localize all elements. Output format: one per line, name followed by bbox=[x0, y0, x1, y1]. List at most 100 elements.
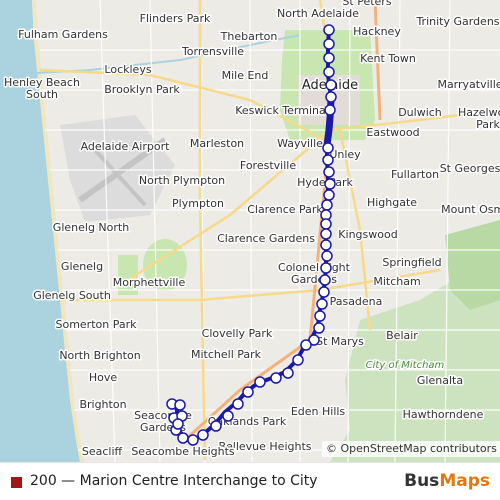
place-label-keswick-terminal: Keswick Terminal bbox=[235, 104, 329, 117]
place-label-glenelg-north: Glenelg North bbox=[53, 221, 129, 234]
bus-stop-marker[interactable] bbox=[322, 142, 334, 154]
bus-stop-marker[interactable] bbox=[210, 420, 222, 432]
place-label-forestville: Forestville bbox=[240, 159, 296, 172]
place-label-lockleys: Lockleys bbox=[104, 63, 151, 76]
place-label-seacombe-heights: Seacombe Heights bbox=[131, 445, 235, 458]
place-label-bellevue-heights: Bellevue Heights bbox=[218, 440, 311, 453]
bus-stop-marker[interactable] bbox=[325, 91, 337, 103]
place-label-pasadena: Pasadena bbox=[330, 295, 383, 308]
bus-stop-marker[interactable] bbox=[313, 322, 325, 334]
place-label-kent-town: Kent Town bbox=[360, 52, 416, 65]
place-label-st-marys: St Marys bbox=[316, 335, 364, 348]
bus-stop-marker[interactable] bbox=[323, 66, 335, 78]
place-label-marleston: Marleston bbox=[190, 137, 244, 150]
golf-course bbox=[118, 255, 138, 295]
airport-runway bbox=[93, 148, 147, 207]
bus-stop-marker[interactable] bbox=[320, 218, 332, 230]
place-label-north-brighton: North Brighton bbox=[59, 349, 140, 362]
bus-stop-marker[interactable] bbox=[197, 429, 209, 441]
bus-stop-marker[interactable] bbox=[323, 189, 335, 201]
bus-stop-marker[interactable] bbox=[325, 79, 337, 91]
place-label-dulwich: Dulwich bbox=[398, 106, 442, 119]
bus-stop-marker[interactable] bbox=[320, 239, 332, 251]
map-attribution: © OpenStreetMap contributors bbox=[322, 441, 500, 457]
place-label-somerton-park: Somerton Park bbox=[55, 318, 137, 331]
place-label-hawthorndene: Hawthorndene bbox=[403, 408, 484, 421]
bus-stop-marker[interactable] bbox=[321, 250, 333, 262]
bus-stop-marker[interactable] bbox=[242, 386, 254, 398]
brand-part-bus: Bus bbox=[404, 471, 440, 491]
place-label-eastwood: Eastwood bbox=[366, 126, 419, 139]
bus-stop-marker[interactable] bbox=[222, 410, 234, 422]
place-label-seacliff: Seacliff bbox=[82, 445, 123, 458]
place-label-st-peters: St Peters bbox=[342, 0, 391, 8]
place-label-kingswood: Kingswood bbox=[338, 228, 397, 241]
place-label-henley-beach-south: Henley Beach South bbox=[4, 76, 80, 101]
place-label-glenalta: Glenalta bbox=[417, 374, 463, 387]
bus-stop-marker[interactable] bbox=[270, 372, 282, 384]
place-label-highgate: Highgate bbox=[367, 196, 417, 209]
place-label-city-of-mitcham: City of Mitcham bbox=[366, 360, 445, 371]
bus-stop-marker[interactable] bbox=[323, 166, 335, 178]
place-label-marryatville: Marryatville bbox=[437, 78, 500, 91]
bus-stop-marker[interactable] bbox=[177, 432, 189, 444]
bus-stop-marker[interactable] bbox=[314, 310, 326, 322]
place-label-glenelg: Glenelg bbox=[61, 260, 103, 273]
bus-stop-marker[interactable] bbox=[320, 262, 332, 274]
place-label-adelaide-airport: Adelaide Airport bbox=[81, 140, 171, 153]
place-label-hackney: Hackney bbox=[353, 25, 401, 38]
place-label-st-georges: St Georges bbox=[440, 162, 500, 175]
bus-stop-marker[interactable] bbox=[232, 398, 244, 410]
place-label-north-adelaide: North Adelaide bbox=[277, 7, 359, 20]
place-label-brighton: Brighton bbox=[79, 398, 126, 411]
bus-stop-marker[interactable] bbox=[323, 52, 335, 64]
bus-stop-marker[interactable] bbox=[320, 228, 332, 240]
place-label-plympton: Plympton bbox=[172, 197, 224, 210]
place-label-mitcham: Mitcham bbox=[373, 275, 420, 288]
place-label-flinders-park: Flinders Park bbox=[140, 12, 211, 25]
place-label-mount-osmond: Mount Osmond bbox=[441, 203, 500, 216]
bus-stop-marker[interactable] bbox=[282, 367, 294, 379]
place-label-glenelg-south: Glenelg South bbox=[33, 289, 111, 302]
legend-footer: 200 — Marion Centre Interchange to City … bbox=[0, 462, 500, 500]
sea-area bbox=[0, 0, 80, 462]
place-label-fulham-gardens: Fulham Gardens bbox=[18, 28, 108, 41]
place-label-north-plympton: North Plympton bbox=[139, 174, 225, 187]
bus-stop-marker[interactable] bbox=[322, 154, 334, 166]
bus-stop-marker[interactable] bbox=[324, 178, 336, 190]
bus-stop-marker[interactable] bbox=[323, 38, 335, 50]
place-label-trinity-gardens: Trinity Gardens bbox=[415, 15, 499, 28]
place-label-thebarton: Thebarton bbox=[220, 30, 278, 43]
route-label: 200 — Marion Centre Interchange to City bbox=[30, 473, 318, 489]
bus-stop-marker[interactable] bbox=[172, 418, 184, 430]
conservation-park bbox=[445, 220, 500, 310]
place-label-fullarton: Fullarton bbox=[391, 168, 439, 181]
bus-stop-marker[interactable] bbox=[318, 286, 330, 298]
bus-stop-marker[interactable] bbox=[174, 399, 186, 411]
place-label-clarence-gardens: Clarence Gardens bbox=[217, 232, 315, 245]
bus-stop-marker[interactable] bbox=[187, 434, 199, 446]
place-label-morphettville: Morphettville bbox=[113, 276, 186, 289]
bus-stop-marker[interactable] bbox=[308, 334, 320, 346]
bus-stop-marker[interactable] bbox=[316, 298, 328, 310]
place-label-mitchell-park: Mitchell Park bbox=[191, 348, 262, 361]
place-label-eden-hills: Eden Hills bbox=[291, 405, 346, 418]
map[interactable]: Flinders Park North Adelaide St Peters Fulh… bbox=[0, 0, 500, 462]
bus-stop-marker[interactable] bbox=[292, 354, 304, 366]
place-label-brooklyn-park: Brooklyn Park bbox=[104, 83, 180, 96]
major-roads bbox=[183, 0, 382, 442]
bus-stop-marker[interactable] bbox=[300, 339, 312, 351]
bus-stop-marker[interactable] bbox=[254, 376, 266, 388]
place-label-unley: Unley bbox=[329, 148, 361, 161]
place-label-belair: Belair bbox=[386, 329, 418, 342]
beach-strip bbox=[32, 0, 84, 462]
place-label-wayville: Wayville bbox=[277, 137, 323, 150]
busmaps-logo[interactable]: BusMaps bbox=[404, 471, 490, 491]
place-label-springfield: Springfield bbox=[382, 256, 441, 269]
place-label-hazelwood-park: HazelwoodPark bbox=[458, 106, 500, 131]
bus-stop-marker[interactable] bbox=[319, 274, 331, 286]
bus-stop-marker[interactable] bbox=[323, 24, 335, 36]
bus-stop-marker[interactable] bbox=[321, 199, 333, 211]
bus-stop-marker[interactable] bbox=[324, 104, 336, 116]
